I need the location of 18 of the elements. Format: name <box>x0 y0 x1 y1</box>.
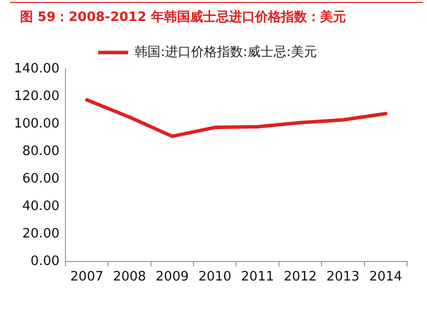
x-tick-label: 2009 <box>156 270 189 285</box>
x-tick-label: 2011 <box>241 270 274 285</box>
x-tick-label: 2013 <box>326 270 360 285</box>
y-tick-label: 20.00 <box>22 226 60 242</box>
x-tick-label: 2010 <box>198 270 232 285</box>
y-tick-label: 140.00 <box>14 61 60 76</box>
y-tick-label: 100.00 <box>14 116 60 132</box>
y-tick-label: 40.00 <box>22 198 60 214</box>
y-tick-label: 0.00 <box>30 254 60 269</box>
x-tick-label: 2008 <box>112 270 146 285</box>
legend-label: 韩国:进口价格指数:威士忌:美元 <box>134 44 317 60</box>
x-tick-label: 2007 <box>70 270 104 285</box>
x-tick-label: 2012 <box>284 270 317 285</box>
chart-title: 图 59：2008-2012 年韩国威士忌进口价格指数：美元 <box>20 8 346 26</box>
x-tick-label: 2014 <box>369 270 402 285</box>
y-tick-label: 120.00 <box>14 88 60 104</box>
y-tick-label: 60.00 <box>22 171 60 186</box>
y-tick-label: 80.00 <box>22 144 60 159</box>
